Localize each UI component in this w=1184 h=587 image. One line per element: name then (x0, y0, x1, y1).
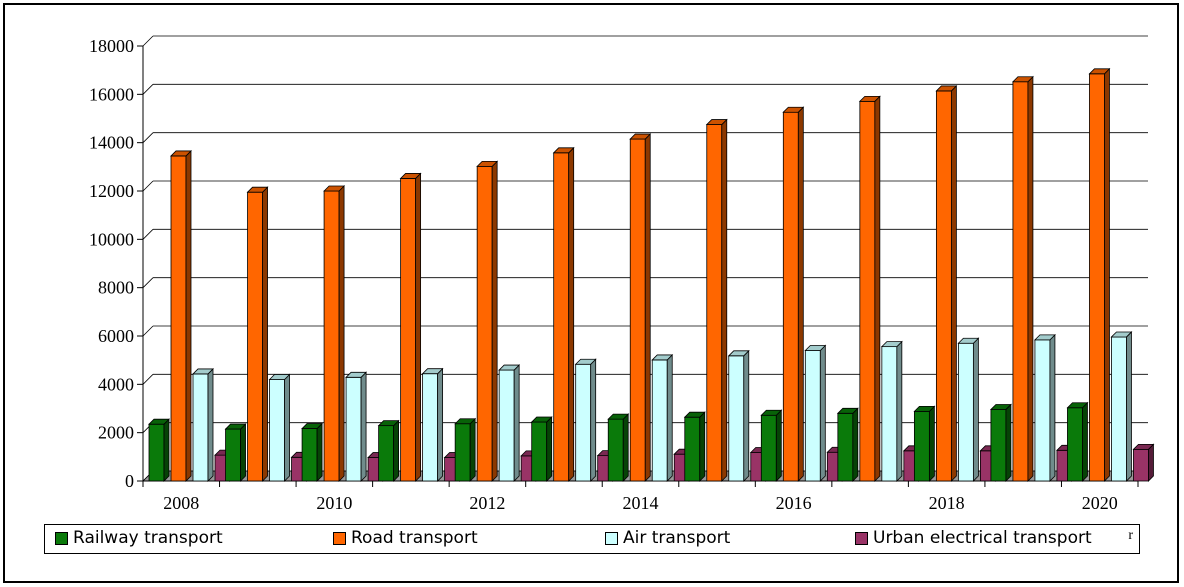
bar-railway-transport-2012 (454, 417, 477, 482)
x-tick-label: 2016 (776, 493, 812, 513)
bar-railway-transport-2009 (224, 423, 247, 482)
gridline-depth (142, 374, 154, 385)
gridline-depth (142, 229, 154, 240)
legend-label-air: Air transport (623, 528, 731, 548)
bar-railway-transport-2010 (301, 422, 324, 482)
legend-stray-mark: r (1128, 528, 1133, 543)
legend-item-air: Air transport (605, 528, 730, 548)
bar-railway-transport-2018 (913, 405, 936, 482)
gridline-depth (142, 132, 154, 143)
x-tick-label: 2020 (1082, 493, 1118, 513)
y-tick-label: 2000 (98, 423, 134, 443)
bar-railway-transport-2020 (1066, 401, 1089, 482)
y-tick-label: 6000 (98, 326, 134, 346)
bar-road-transport-2018 (935, 84, 958, 482)
chart-frame (3, 3, 1179, 583)
legend-item-railway: Railway transport (55, 528, 223, 548)
x-tick-label: 2018 (929, 493, 965, 513)
bar-road-transport-2008 (170, 149, 192, 482)
bar-air-transport-2016 (804, 344, 827, 482)
gridline-depth (142, 35, 154, 47)
bar-air-transport-2018 (957, 337, 980, 482)
bar-air-transport-2017 (880, 340, 903, 482)
bar-road-transport-2020 (1088, 67, 1111, 482)
bar-road-transport-2012 (476, 160, 499, 482)
bar-air-transport-2020 (1110, 331, 1133, 482)
legend-swatch-air (605, 531, 618, 545)
bar-urban-electrical-transport-2020 (1132, 443, 1155, 482)
bar-road-transport-2011 (399, 172, 422, 482)
bar-road-transport-2019 (1011, 75, 1034, 482)
bar-road-transport-2016 (782, 106, 805, 482)
chart-legend: Railway transport Road transport Air tra… (44, 524, 1140, 554)
y-tick-label: 8000 (98, 278, 134, 298)
gridline-depth (142, 180, 154, 192)
bar-railway-transport-2016 (760, 409, 783, 482)
y-tick-label: 4000 (98, 374, 134, 394)
bar-air-transport-2019 (1033, 333, 1056, 482)
bar-air-transport-2008 (192, 367, 214, 482)
bar-air-transport-2010 (345, 371, 368, 482)
bar-railway-transport-2019 (989, 403, 1012, 482)
gridline-depth (142, 84, 154, 95)
bar-air-transport-2009 (268, 373, 291, 482)
y-tick-label: 18000 (89, 36, 134, 56)
bar-road-transport-2014 (629, 133, 652, 482)
legend-label-urban: Urban electrical transport (873, 528, 1092, 548)
bar-air-transport-2012 (498, 364, 521, 482)
bar-road-transport-2013 (552, 146, 575, 482)
bar-road-transport-2015 (705, 118, 728, 482)
x-tick-label: 2010 (316, 493, 352, 513)
legend-swatch-urban (855, 531, 868, 545)
bar-road-transport-2009 (246, 186, 269, 482)
bar-air-transport-2011 (421, 367, 444, 482)
legend-item-road: Road transport (333, 528, 478, 548)
bar-railway-transport-2015 (683, 411, 706, 482)
y-tick-label: 14000 (89, 133, 134, 153)
bar-railway-transport-2014 (607, 413, 630, 482)
bar-chart: 0 2000 4000 6000 8000 10000 12000 14000 16000 180… (89, 35, 1155, 513)
bar-railway-transport-2011 (377, 419, 400, 482)
legend-swatch-road (333, 531, 346, 545)
x-tick-label: 2012 (469, 493, 505, 513)
gridline-depth (142, 325, 154, 337)
y-tick-label: 16000 (89, 84, 134, 104)
bar-road-transport-2017 (858, 95, 881, 482)
bar-air-transport-2013 (574, 358, 597, 482)
legend-label-railway: Railway transport (73, 528, 223, 548)
gridline-depth (142, 277, 154, 288)
y-tick-label: 12000 (89, 181, 134, 201)
y-tick-label: 0 (125, 471, 134, 491)
x-tick-label: 2008 (163, 493, 199, 513)
bar-air-transport-2014 (651, 353, 674, 482)
x-tick-label: 2014 (623, 493, 659, 513)
legend-label-road: Road transport (351, 528, 478, 548)
bar-railway-transport-2017 (836, 407, 859, 482)
bar-railway-transport-2008 (148, 418, 170, 482)
legend-swatch-railway (55, 531, 68, 545)
bar-air-transport-2015 (727, 349, 750, 482)
bar-railway-transport-2013 (530, 416, 553, 482)
bar-road-transport-2010 (323, 185, 346, 482)
legend-item-urban: Urban electrical transport (855, 528, 1092, 548)
y-tick-label: 10000 (89, 229, 134, 249)
